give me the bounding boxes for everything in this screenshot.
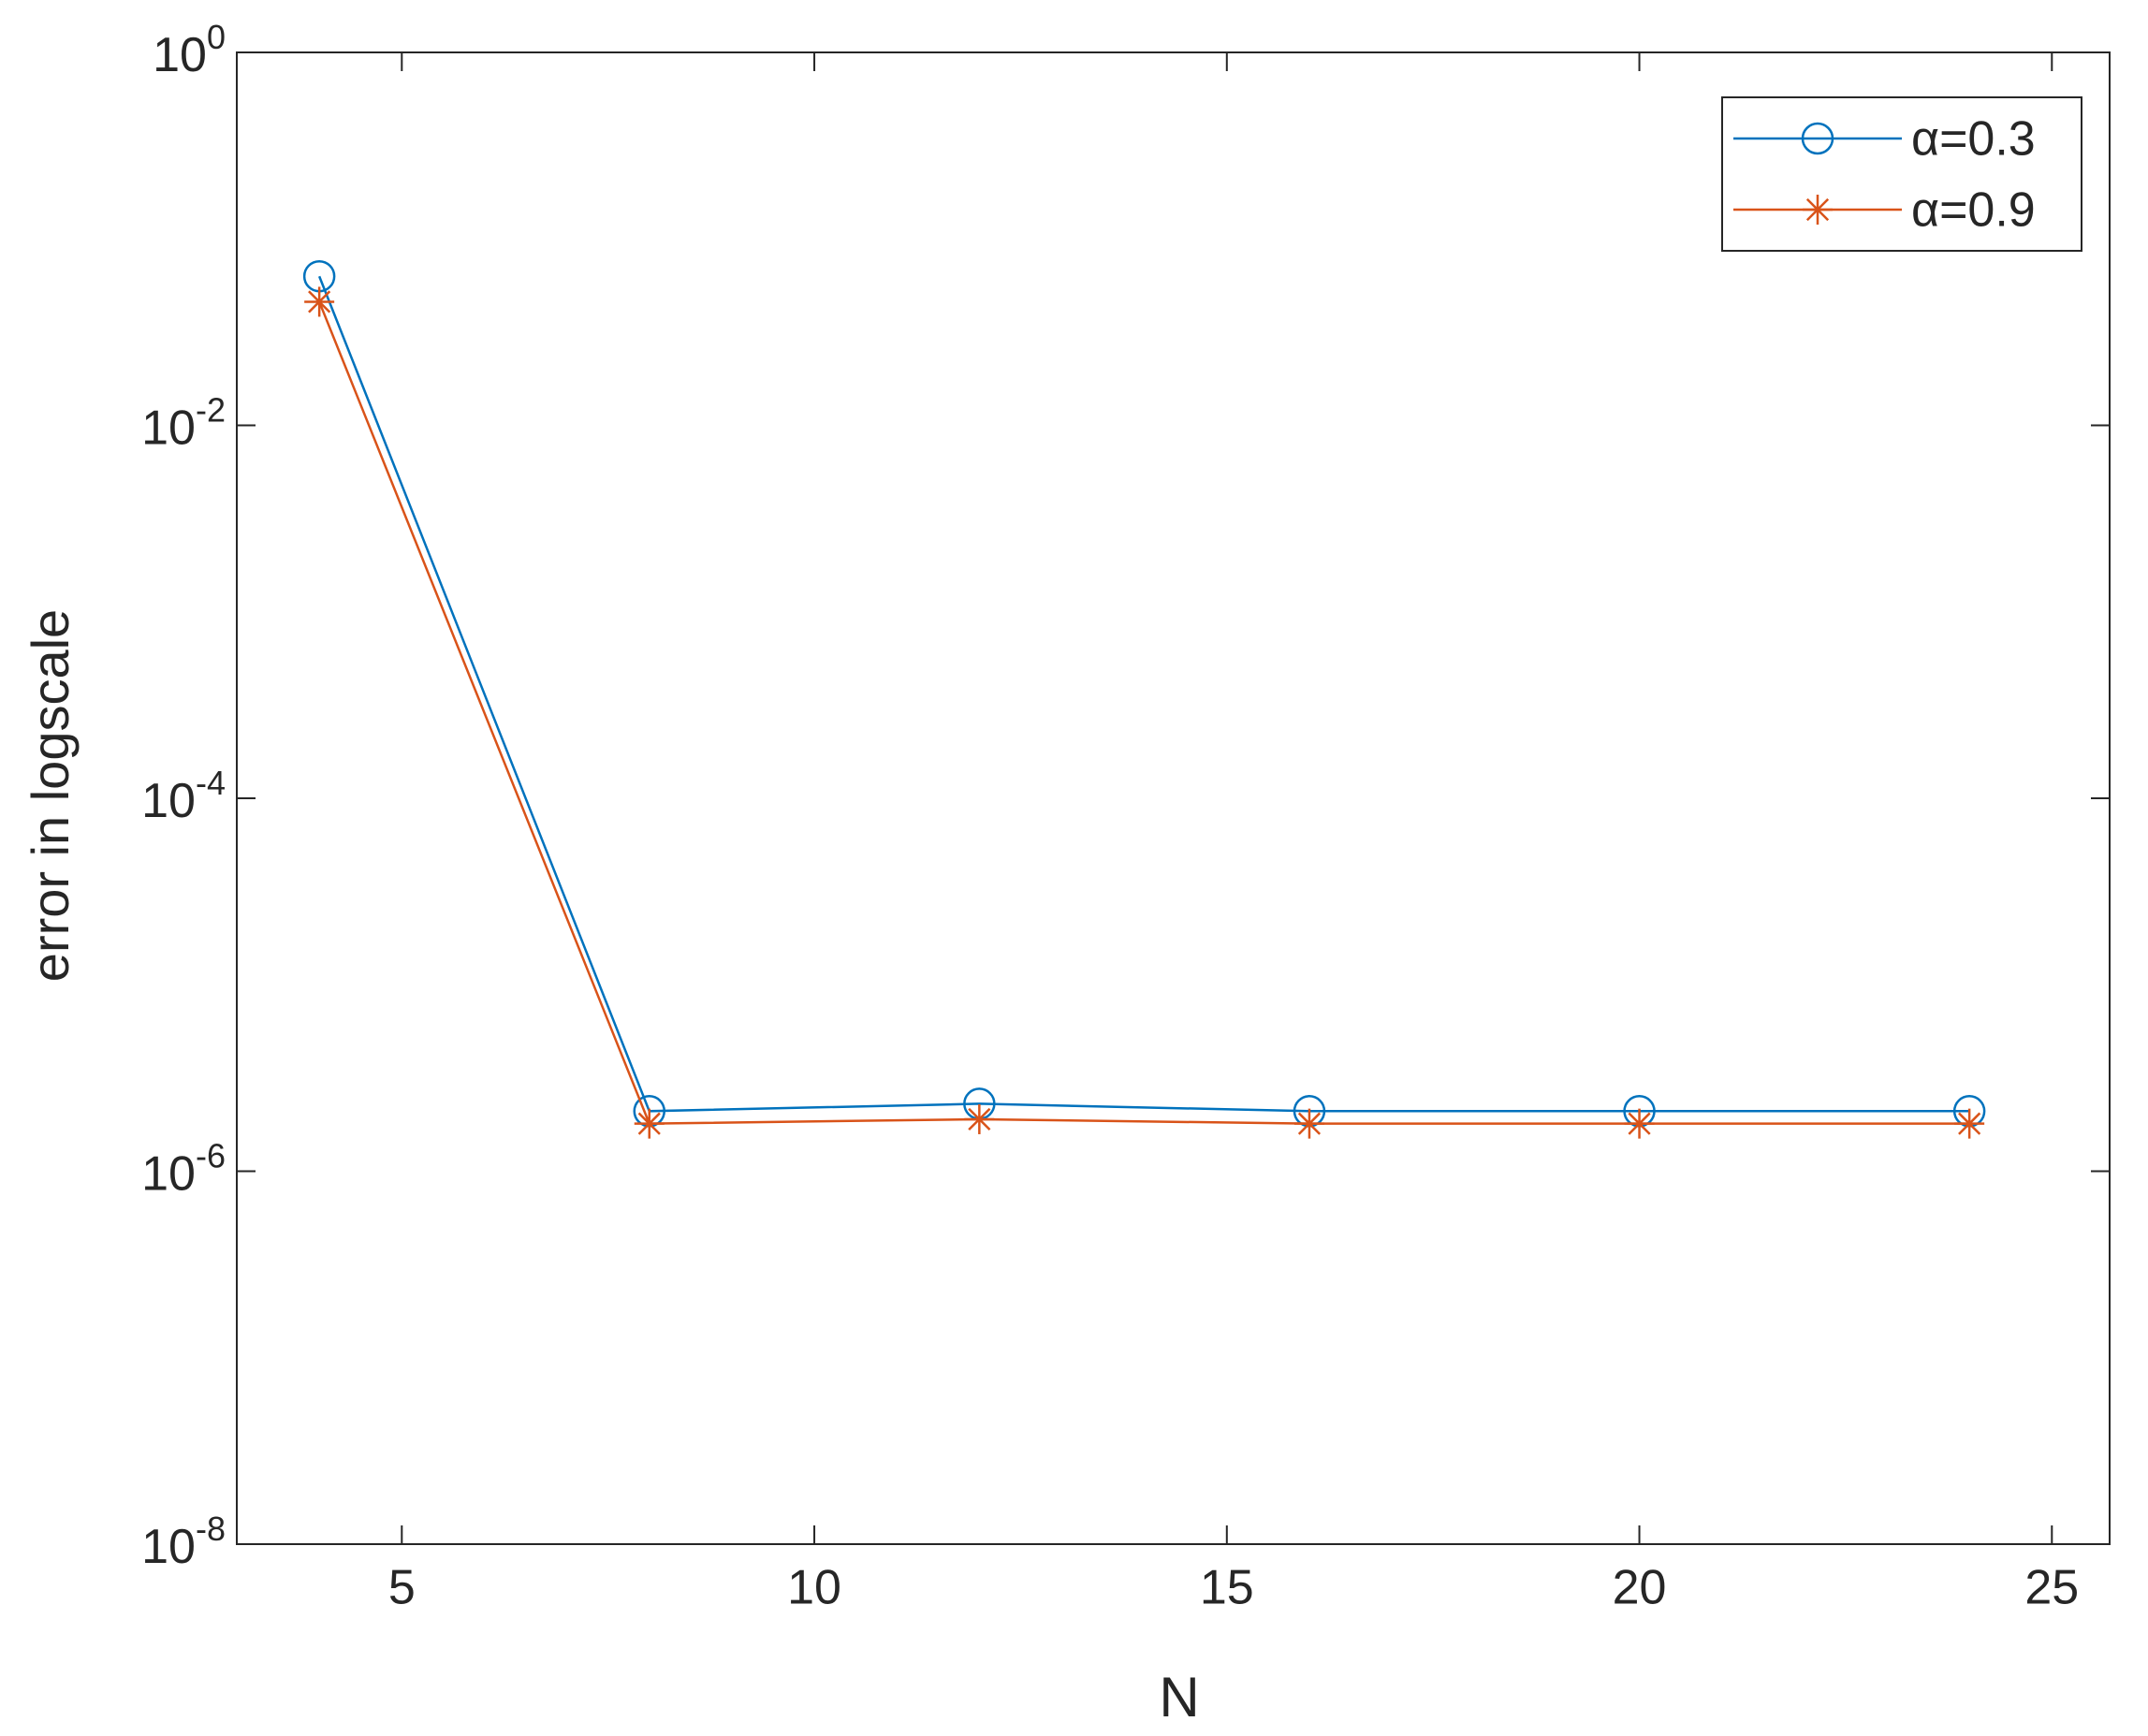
x-tick-label: 5 [388, 1561, 416, 1615]
x-tick-label: 25 [2024, 1561, 2079, 1615]
y-tick-label: 10-4 [141, 764, 226, 828]
y-tick-label: 10-2 [141, 390, 226, 455]
legend-marker [1803, 195, 1833, 225]
x-axis-label: N [1159, 1666, 1199, 1729]
plot-area [236, 51, 2111, 1545]
legend-box [1721, 96, 2082, 252]
data-point [1624, 1108, 1655, 1139]
x-tick-label: 20 [1613, 1561, 1667, 1615]
data-point [1293, 1108, 1324, 1139]
data-point [1954, 1108, 1985, 1139]
data-point [964, 1103, 995, 1134]
series-line [317, 300, 1970, 1125]
legend-marker [1801, 122, 1834, 155]
x-tick-label: 15 [1200, 1561, 1254, 1615]
y-tick-label: 10-8 [141, 1510, 226, 1574]
x-tick-label: 10 [787, 1561, 841, 1615]
y-axis-label: error in logscale [21, 609, 80, 982]
series-line [317, 275, 1970, 1113]
legend-label: α=0.3 [1911, 112, 2036, 167]
y-tick-label: 10-6 [141, 1136, 226, 1201]
y-tick-label: 100 [153, 18, 226, 82]
data-point [304, 286, 335, 317]
data-point [634, 1108, 665, 1139]
legend-label: α=0.9 [1911, 183, 2036, 238]
